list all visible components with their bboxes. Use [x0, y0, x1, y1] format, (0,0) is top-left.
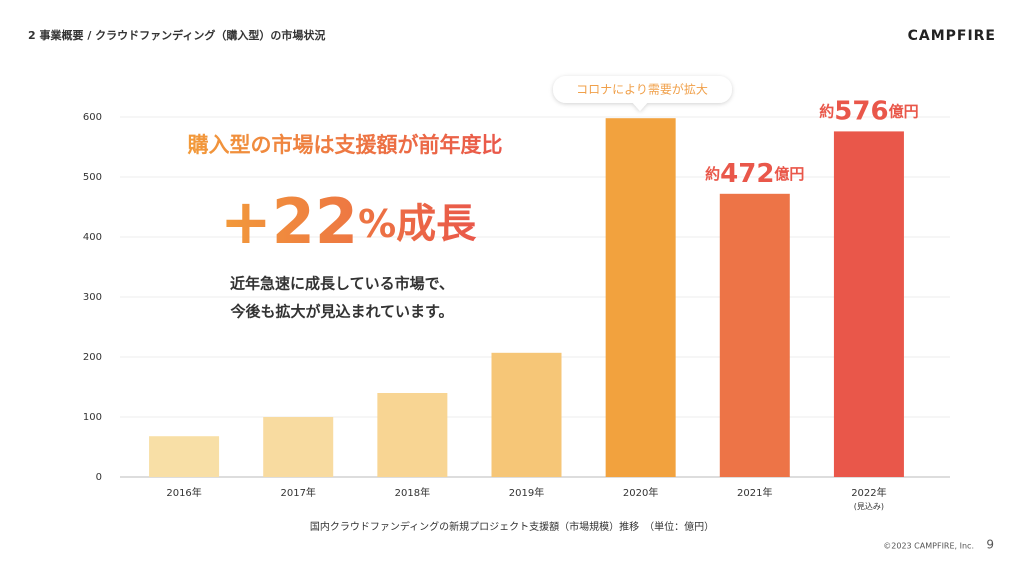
x-tick-label: 2019年 [509, 486, 544, 499]
callout: コロナにより需要が拡大 [576, 82, 708, 97]
value-label-part: 約 [819, 102, 834, 120]
y-tick-label: 200 [83, 352, 102, 363]
x-tick-line: 2017年 [280, 486, 315, 499]
headline-body: 今後も拡大が見込まれています。 [229, 303, 453, 321]
bar [149, 436, 220, 477]
x-tick-line: 2020年 [623, 486, 658, 499]
growth-part: 成長 [396, 201, 477, 247]
headline-body: 近年急速に成長している市場で、 [230, 275, 454, 293]
header-title: 2 事業概要 / クラウドファンディング（購入型）の市場状況 [28, 28, 325, 42]
headline-lead: 購入型の市場は支援額が前年度比 [187, 133, 503, 157]
value-label-part: 約 [705, 164, 720, 182]
value-label-part: 576 [834, 96, 888, 126]
x-tick-label: 2020年 [623, 486, 658, 499]
x-tick-label: 2016年 [166, 486, 201, 499]
chart-caption: 国内クラウドファンディングの新規プロジェクト支援額（市場規模）推移 （単位：億円… [310, 520, 714, 533]
x-tick-line: 2019年 [509, 486, 544, 499]
value-label: 約472億円 [705, 158, 804, 188]
bar [377, 393, 448, 477]
value-label: 約576億円 [819, 96, 918, 126]
value-label-part: 472 [720, 158, 774, 188]
growth-part: % [358, 202, 396, 246]
growth: +22%成長 [220, 185, 477, 258]
x-tick-line: 2022年 [851, 486, 886, 499]
bar [833, 131, 904, 477]
y-tick-label: 100 [83, 412, 102, 423]
page-number: 9 [986, 538, 994, 552]
bar [263, 417, 334, 477]
value-label-part: 億円 [889, 102, 919, 120]
growth-part: +22 [220, 185, 358, 258]
bar [719, 193, 790, 478]
x-tick-line: (見込み) [854, 502, 884, 511]
y-tick-label: 600 [83, 112, 102, 123]
x-tick-line: 2018年 [395, 486, 430, 499]
copyright: ©2023 CAMPFIRE, Inc. [883, 542, 974, 551]
logo: CAMPFIRE [908, 28, 996, 44]
x-tick-label: 2022年 (見込み) [851, 486, 886, 511]
bar [491, 352, 562, 477]
y-tick-label: 400 [83, 232, 102, 243]
y-tick-label: 300 [83, 292, 102, 303]
y-tick-label: 500 [83, 172, 102, 183]
value-label-part: 億円 [774, 164, 804, 182]
callout-box [553, 76, 732, 111]
x-tick-label: 2018年 [395, 486, 430, 499]
x-tick-line: 2021年 [737, 486, 772, 499]
bar [605, 118, 676, 477]
y-tick-label: 0 [96, 472, 102, 483]
x-tick-label: 2021年 [737, 486, 772, 499]
x-tick-line: 2016年 [166, 486, 201, 499]
x-tick-label: 2017年 [280, 486, 315, 499]
